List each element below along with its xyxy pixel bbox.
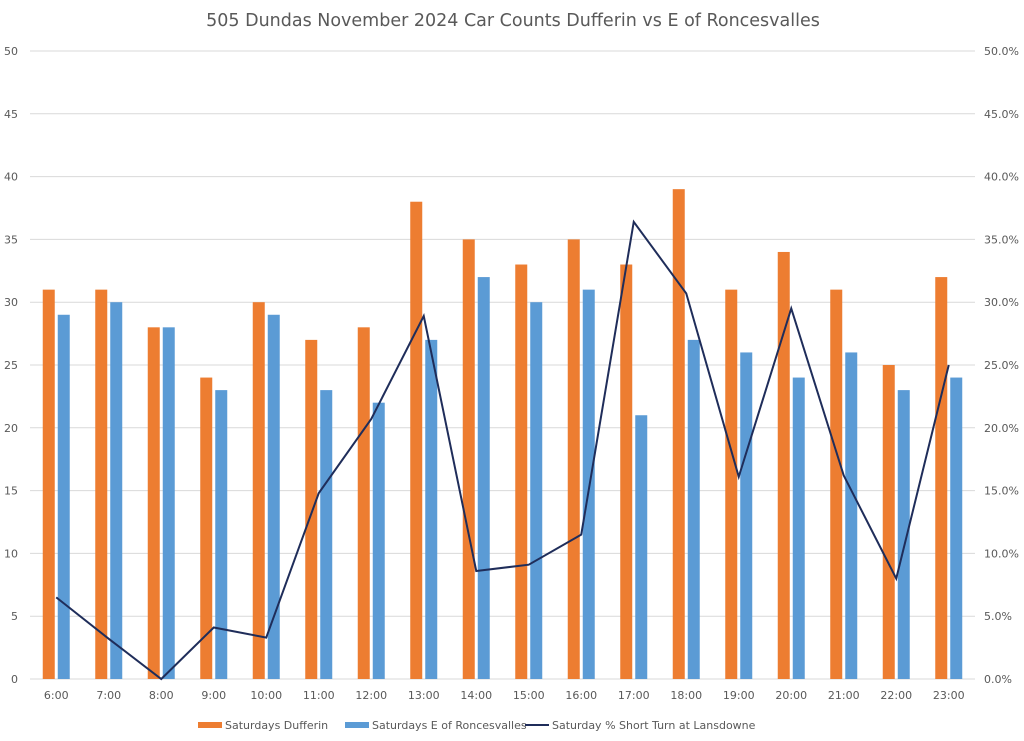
- bar-saturdays-e-of-roncesvalles-1800: [687, 339, 700, 679]
- y-tick-label: 40: [4, 171, 18, 184]
- bars: [42, 189, 963, 679]
- line-series: [55, 219, 950, 681]
- x-tick-label: 11:00: [303, 689, 335, 702]
- x-tick-label: 17:00: [618, 689, 650, 702]
- x-axis-ticks: 6:00 7:00 8:00 9:00 10:00 11:00 12:00 13:00 14:0…: [44, 689, 965, 702]
- left-axis-ticks: 0 5 10 15 20 25 30 35 40 45 50: [4, 45, 18, 686]
- legend-swatch: [198, 722, 222, 728]
- bar-saturdays-dufferin-1700: [620, 264, 633, 679]
- y2-tick-label: 20.0%: [984, 422, 1019, 435]
- y-tick-label: 10: [4, 547, 18, 560]
- y-tick-label: 50: [4, 45, 18, 58]
- y-tick-label: 20: [4, 422, 18, 435]
- x-tick-label: 15:00: [513, 689, 545, 702]
- bar-saturdays-e-of-roncesvalles-2300: [950, 377, 963, 679]
- legend-swatch: [345, 722, 369, 728]
- legend-label: Saturday % Short Turn at Lansdowne: [552, 719, 756, 732]
- x-tick-label: 23:00: [933, 689, 965, 702]
- bar-saturdays-e-of-roncesvalles-1900: [740, 352, 753, 679]
- bar-saturdays-e-of-roncesvalles-1500: [530, 302, 543, 679]
- bar-saturdays-dufferin-2100: [830, 289, 843, 679]
- bar-saturdays-dufferin-1900: [725, 289, 738, 679]
- bar-saturdays-dufferin-2000: [777, 251, 790, 679]
- x-tick-label: 12:00: [355, 689, 387, 702]
- x-tick-label: 8:00: [149, 689, 174, 702]
- y-tick-label: 35: [4, 233, 18, 246]
- y2-tick-label: 30.0%: [984, 296, 1019, 309]
- chart-title: 505 Dundas November 2024 Car Counts Duff…: [206, 11, 820, 31]
- bar-saturdays-e-of-roncesvalles-600: [57, 314, 70, 679]
- bar-saturdays-dufferin-1800: [672, 189, 685, 679]
- y-tick-label: 0: [11, 673, 18, 686]
- bar-saturdays-e-of-roncesvalles-900: [215, 390, 228, 679]
- bar-saturdays-e-of-roncesvalles-1300: [425, 339, 438, 679]
- bar-saturdays-e-of-roncesvalles-700: [110, 302, 123, 679]
- bar-saturdays-dufferin-900: [200, 377, 213, 679]
- bar-saturdays-dufferin-700: [95, 289, 108, 679]
- bar-saturdays-e-of-roncesvalles-2200: [897, 390, 910, 679]
- legend: Saturdays Dufferin Saturdays E of Roncesv…: [198, 719, 756, 732]
- bar-saturdays-dufferin-800: [147, 327, 160, 679]
- x-tick-label: 10:00: [250, 689, 282, 702]
- y-tick-label: 15: [4, 485, 18, 498]
- x-tick-label: 16:00: [565, 689, 597, 702]
- bar-saturdays-dufferin-1600: [567, 239, 580, 679]
- x-tick-label: 13:00: [408, 689, 440, 702]
- bar-saturdays-dufferin-1200: [357, 327, 370, 679]
- y2-tick-label: 45.0%: [984, 108, 1019, 121]
- x-tick-label: 6:00: [44, 689, 69, 702]
- bar-saturdays-e-of-roncesvalles-1700: [635, 415, 648, 679]
- x-tick-label: 14:00: [460, 689, 492, 702]
- bar-saturdays-e-of-roncesvalles-1400: [477, 277, 490, 679]
- bar-saturdays-dufferin-2300: [935, 277, 948, 679]
- y-tick-label: 5: [11, 610, 18, 623]
- y2-tick-label: 40.0%: [984, 171, 1019, 184]
- y-tick-label: 30: [4, 296, 18, 309]
- bar-saturdays-e-of-roncesvalles-800: [162, 327, 175, 679]
- bar-saturdays-e-of-roncesvalles-1200: [372, 402, 385, 679]
- x-tick-label: 9:00: [201, 689, 226, 702]
- bar-saturdays-dufferin-2200: [882, 365, 895, 679]
- x-tick-label: 22:00: [880, 689, 912, 702]
- y2-tick-label: 10.0%: [984, 547, 1019, 560]
- short-turn-line: [55, 219, 950, 681]
- y-tick-label: 25: [4, 359, 18, 372]
- bar-saturdays-dufferin-1000: [252, 302, 265, 679]
- x-tick-label: 20:00: [775, 689, 807, 702]
- y-tick-label: 45: [4, 108, 18, 121]
- bar-saturdays-e-of-roncesvalles-1100: [320, 390, 333, 679]
- y2-tick-label: 15.0%: [984, 485, 1019, 498]
- y2-tick-label: 5.0%: [984, 610, 1012, 623]
- bar-saturdays-dufferin-1400: [462, 239, 475, 679]
- gridlines: [30, 50, 975, 680]
- bar-saturdays-e-of-roncesvalles-1000: [267, 314, 280, 679]
- legend-label: Saturdays Dufferin: [225, 719, 328, 732]
- x-tick-label: 19:00: [723, 689, 755, 702]
- x-tick-label: 18:00: [670, 689, 702, 702]
- x-tick-label: 21:00: [828, 689, 860, 702]
- y2-tick-label: 0.0%: [984, 673, 1012, 686]
- bar-saturdays-e-of-roncesvalles-2100: [845, 352, 858, 679]
- bar-saturdays-dufferin-1300: [410, 201, 423, 679]
- legend-label: Saturdays E of Roncesvalles: [372, 719, 527, 732]
- bar-saturdays-dufferin-1500: [515, 264, 528, 679]
- y2-tick-label: 35.0%: [984, 233, 1019, 246]
- right-axis-ticks: 0.0% 5.0% 10.0% 15.0% 20.0% 25.0% 30.0% 35.0% 40…: [984, 45, 1019, 686]
- y2-tick-label: 25.0%: [984, 359, 1019, 372]
- x-tick-label: 7:00: [96, 689, 121, 702]
- bar-saturdays-dufferin-1100: [305, 339, 318, 679]
- bar-saturdays-dufferin-600: [42, 289, 55, 679]
- y2-tick-label: 50.0%: [984, 45, 1019, 58]
- bar-saturdays-e-of-roncesvalles-2000: [792, 377, 805, 679]
